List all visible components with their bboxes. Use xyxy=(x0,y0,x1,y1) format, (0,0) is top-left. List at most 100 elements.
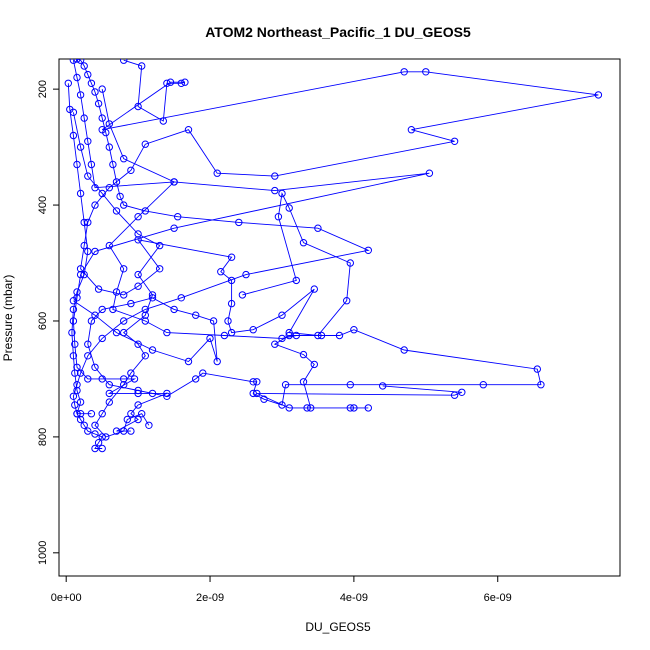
data-point xyxy=(69,297,78,305)
data-point xyxy=(84,172,92,180)
data-point xyxy=(156,265,164,273)
data-point xyxy=(141,140,150,148)
data-point xyxy=(73,59,81,63)
y-axis: 200 400 600 800 1000 xyxy=(37,80,59,565)
data-point xyxy=(69,131,78,140)
data-point xyxy=(227,276,236,285)
data-point xyxy=(422,68,430,76)
data-point xyxy=(253,378,261,386)
data-point xyxy=(109,305,117,314)
data-point xyxy=(271,172,279,180)
data-point xyxy=(84,427,92,435)
data-point xyxy=(533,365,541,373)
data-point xyxy=(220,331,229,340)
data-point xyxy=(120,59,128,64)
series-layer xyxy=(64,59,603,453)
data-point xyxy=(278,401,286,409)
plot-area-frame xyxy=(58,58,621,577)
data-point xyxy=(73,410,81,418)
data-point xyxy=(346,381,354,389)
data-point xyxy=(138,410,146,418)
x-axis-label: DU_GEOS5 xyxy=(305,620,371,634)
data-point xyxy=(285,331,293,340)
data-point xyxy=(127,410,135,418)
data-point xyxy=(400,68,408,76)
data-point xyxy=(98,114,106,122)
data-point xyxy=(594,91,603,99)
series-line xyxy=(80,59,599,336)
y-tick-label: 600 xyxy=(37,312,49,330)
data-point xyxy=(123,415,132,424)
data-point xyxy=(450,391,459,399)
data-point xyxy=(76,265,85,273)
data-point xyxy=(71,340,79,348)
data-point xyxy=(213,357,221,366)
data-point xyxy=(105,241,114,250)
data-point xyxy=(346,259,354,267)
data-point xyxy=(303,404,311,412)
data-point xyxy=(134,236,142,244)
data-point xyxy=(145,421,153,429)
data-point xyxy=(91,363,99,371)
data-point xyxy=(76,410,85,418)
data-point xyxy=(192,375,200,383)
x-tick-label: 2e-09 xyxy=(196,592,224,604)
data-point xyxy=(102,433,110,441)
data-point xyxy=(238,291,247,299)
data-point xyxy=(134,340,142,348)
data-point xyxy=(379,382,387,390)
data-point xyxy=(98,85,106,93)
data-point xyxy=(105,389,114,398)
data-point xyxy=(307,404,315,412)
data-point xyxy=(134,401,142,409)
data-point xyxy=(343,297,351,305)
data-point xyxy=(91,247,99,256)
data-point xyxy=(184,126,193,134)
data-point xyxy=(66,105,74,114)
data-point xyxy=(278,189,286,198)
data-point xyxy=(94,99,103,108)
data-point xyxy=(80,114,88,122)
data-point xyxy=(278,334,286,343)
data-point xyxy=(69,352,78,360)
data-point xyxy=(112,328,121,337)
data-point xyxy=(87,410,96,418)
data-point xyxy=(285,204,293,212)
data-point xyxy=(346,404,354,412)
data-point xyxy=(170,224,178,232)
data-point xyxy=(425,169,434,177)
data-point xyxy=(91,311,99,319)
data-point xyxy=(120,265,128,273)
data-point xyxy=(271,340,279,348)
data-point xyxy=(120,328,128,337)
data-point xyxy=(141,317,150,325)
data-point xyxy=(170,305,178,314)
data-point xyxy=(134,386,142,395)
data-point xyxy=(134,102,142,111)
data-point xyxy=(84,70,92,79)
data-point xyxy=(84,247,92,256)
data-point xyxy=(148,346,157,354)
data-point xyxy=(317,331,326,340)
series-line xyxy=(72,112,161,438)
data-point xyxy=(73,288,81,296)
data-point xyxy=(479,381,487,389)
series-line xyxy=(101,89,322,339)
data-point xyxy=(407,126,416,134)
y-tick-label: 400 xyxy=(37,196,49,214)
data-point xyxy=(68,328,76,337)
data-point xyxy=(98,189,106,198)
data-point xyxy=(209,317,218,325)
data-point xyxy=(181,78,189,86)
data-point xyxy=(87,79,96,88)
data-point xyxy=(170,178,178,186)
data-point xyxy=(227,299,236,308)
data-point xyxy=(105,381,114,389)
data-point xyxy=(94,439,103,447)
data-point xyxy=(76,415,85,424)
data-point xyxy=(69,305,78,314)
data-point xyxy=(537,381,545,389)
data-point xyxy=(84,375,92,383)
data-point xyxy=(127,427,135,435)
data-point xyxy=(350,404,358,412)
